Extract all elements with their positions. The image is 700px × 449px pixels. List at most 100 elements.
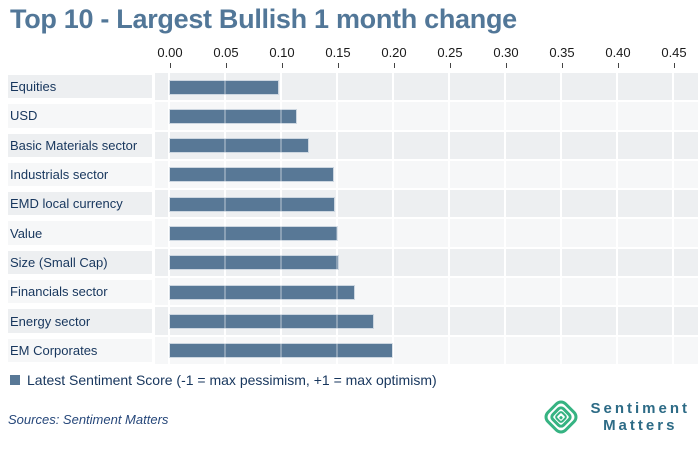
gridline: [392, 307, 394, 335]
axis-tick-label: 0.00: [157, 45, 183, 60]
row-plot-area: [155, 130, 698, 160]
gridline-overlay: [560, 307, 562, 335]
gridline: [560, 248, 562, 277]
sources-note: Sources: Sentiment Matters: [8, 412, 169, 427]
gridline-overlay: [616, 131, 618, 159]
gridline: [616, 73, 618, 101]
gridline-overlay: [224, 73, 226, 101]
gridline: [280, 73, 282, 101]
gridline-overlay: [616, 248, 618, 277]
gridline-overlay: [504, 102, 506, 130]
gridline-overlay: [448, 102, 450, 130]
gridline-overlay: [336, 248, 338, 277]
gridline: [448, 160, 450, 189]
gridline-overlay: [616, 336, 618, 364]
gridline-overlay: [672, 307, 674, 335]
gridline: [448, 307, 450, 335]
logo-wordmark: Sentiment Matters: [590, 400, 690, 434]
gridline: [672, 160, 674, 189]
gridline-overlay: [336, 160, 338, 189]
gridline-overlay: [280, 336, 282, 364]
sentiment-bar: [169, 313, 374, 329]
category-label: EMD local currency: [8, 189, 152, 219]
gridline-overlay: [336, 131, 338, 159]
gridline-overlay: [168, 219, 170, 247]
row-plot-area: [155, 335, 698, 365]
gridline-overlay: [616, 219, 618, 247]
category-label: USD: [8, 101, 152, 131]
gridline: [616, 248, 618, 277]
gridline-overlay: [392, 278, 394, 306]
axis-tick-mark: [450, 63, 451, 68]
gridline-overlay: [616, 102, 618, 130]
chart-title: Top 10 - Largest Bullish 1 month change: [10, 4, 517, 34]
row-plot-area: [155, 159, 698, 190]
sentiment-bar: [169, 108, 297, 124]
gridline-overlay: [224, 190, 226, 218]
gridline: [560, 131, 562, 159]
gridline: [336, 160, 338, 189]
gridline: [616, 307, 618, 335]
gridline-overlay: [392, 131, 394, 159]
gridline-overlay: [560, 219, 562, 247]
gridline-overlay: [224, 278, 226, 306]
gridline-overlay: [448, 278, 450, 306]
gridline: [672, 131, 674, 159]
axis-tick-label: 0.15: [325, 45, 351, 60]
gridline-overlay: [448, 248, 450, 277]
gridline-overlay: [392, 336, 394, 364]
gridline: [504, 160, 506, 189]
gridline-overlay: [560, 190, 562, 218]
gridline: [504, 73, 506, 101]
gridline: [560, 190, 562, 218]
gridline-overlay: [168, 131, 170, 159]
chart-row: Financials sector: [0, 277, 698, 307]
gridline-overlay: [504, 219, 506, 247]
axis-tick-label: 0.20: [381, 45, 407, 60]
axis-tick-label: 0.10: [269, 45, 295, 60]
gridline-overlay: [448, 336, 450, 364]
gridline-overlay: [672, 278, 674, 306]
gridline: [392, 190, 394, 218]
gridline-overlay: [672, 248, 674, 277]
gridline-overlay: [280, 102, 282, 130]
gridline-overlay: [336, 219, 338, 247]
gridline-overlay: [672, 160, 674, 189]
axis-tick-mark: [674, 63, 675, 68]
axis-tick-label: 0.45: [661, 45, 687, 60]
legend-marker-icon: [10, 375, 20, 385]
category-label: Financials sector: [8, 277, 152, 307]
gridline-overlay: [616, 278, 618, 306]
gridline-overlay: [336, 278, 338, 306]
gridline: [616, 219, 618, 247]
gridline-overlay: [280, 307, 282, 335]
gridline-overlay: [168, 102, 170, 130]
gridline: [616, 336, 618, 364]
gridline: [560, 102, 562, 130]
chart-row: EM Corporates: [0, 335, 698, 365]
chart-row: Basic Materials sector: [0, 130, 698, 160]
sentiment-bar: [169, 255, 340, 271]
gridline: [672, 219, 674, 247]
gridline-overlay: [392, 307, 394, 335]
gridline-overlay: [224, 248, 226, 277]
chart-rows: Equities USD Basic Materials sector Industr…: [0, 72, 698, 365]
gridline-overlay: [336, 307, 338, 335]
gridline-overlay: [168, 190, 170, 218]
gridline-overlay: [448, 73, 450, 101]
logo-line2: Matters: [603, 417, 678, 434]
axis-tick-label: 0.40: [605, 45, 631, 60]
gridline-overlay: [504, 336, 506, 364]
category-label: Energy sector: [8, 306, 152, 336]
gridline-overlay: [672, 190, 674, 218]
gridline-overlay: [616, 307, 618, 335]
gridline: [560, 336, 562, 364]
gridline: [504, 219, 506, 247]
gridline-overlay: [560, 131, 562, 159]
gridline: [672, 102, 674, 130]
legend-label: Latest Sentiment Score (-1 = max pessimi…: [27, 372, 437, 388]
gridline: [560, 219, 562, 247]
gridline: [504, 131, 506, 159]
gridline: [392, 278, 394, 306]
gridline-overlay: [504, 73, 506, 101]
